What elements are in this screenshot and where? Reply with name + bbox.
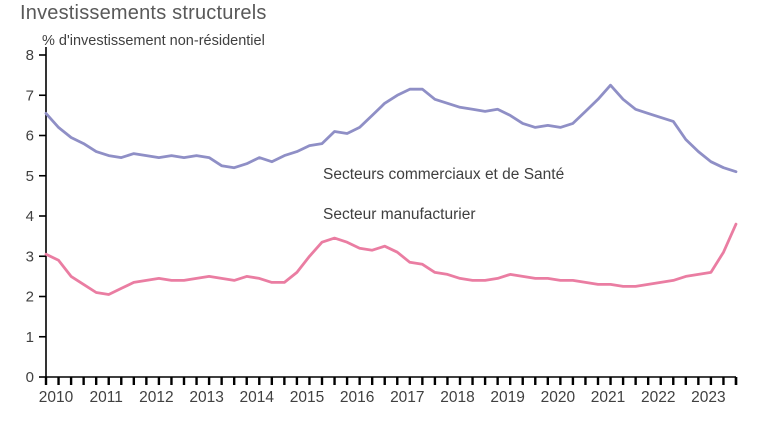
axes: 0 1 2 3 4 5 6 7 8 2010 2011 2012 2013 2014 2015 2016 201… xyxy=(26,47,738,406)
x-tick-label: 2012 xyxy=(139,389,173,406)
x-tick-label: 2014 xyxy=(240,389,275,406)
y-axis-unit-label: % d'investissement non-résidentiel xyxy=(42,33,265,49)
series-line-1 xyxy=(44,222,738,296)
y-tick-label: 7 xyxy=(26,87,34,104)
x-tick-label: 2015 xyxy=(290,389,324,406)
y-tick-label: 1 xyxy=(26,329,34,346)
x-tick-label: 2016 xyxy=(340,389,374,406)
x-tick-label: 2013 xyxy=(189,389,223,406)
x-tick-label: 2010 xyxy=(39,389,74,406)
chart-title: Investissements structurels xyxy=(20,2,267,24)
legend-series-commercial-health: Secteurs commerciaux et de Santé xyxy=(323,166,565,183)
y-tick-label: 2 xyxy=(26,289,34,306)
x-tick-label: 2018 xyxy=(440,389,474,406)
x-tick-label: 2021 xyxy=(591,389,625,406)
y-tick-label: 6 xyxy=(26,128,34,145)
y-tick-label: 4 xyxy=(26,208,34,225)
x-tick-label: 2019 xyxy=(490,389,524,406)
y-tick-label: 3 xyxy=(26,248,34,265)
y-tick-label: 5 xyxy=(26,168,34,185)
x-tick-label: 2020 xyxy=(541,389,576,406)
legend-series-manufacturing: Secteur manufacturier xyxy=(323,206,476,223)
x-tick-label: 2023 xyxy=(691,389,725,406)
x-tick-label: 2017 xyxy=(390,389,424,406)
series-line-0 xyxy=(44,83,738,174)
x-tick-label: 2022 xyxy=(641,389,675,406)
y-tick-label: 8 xyxy=(26,47,34,64)
x-tick-label: 2011 xyxy=(90,389,123,406)
y-tick-label: 0 xyxy=(26,369,34,386)
